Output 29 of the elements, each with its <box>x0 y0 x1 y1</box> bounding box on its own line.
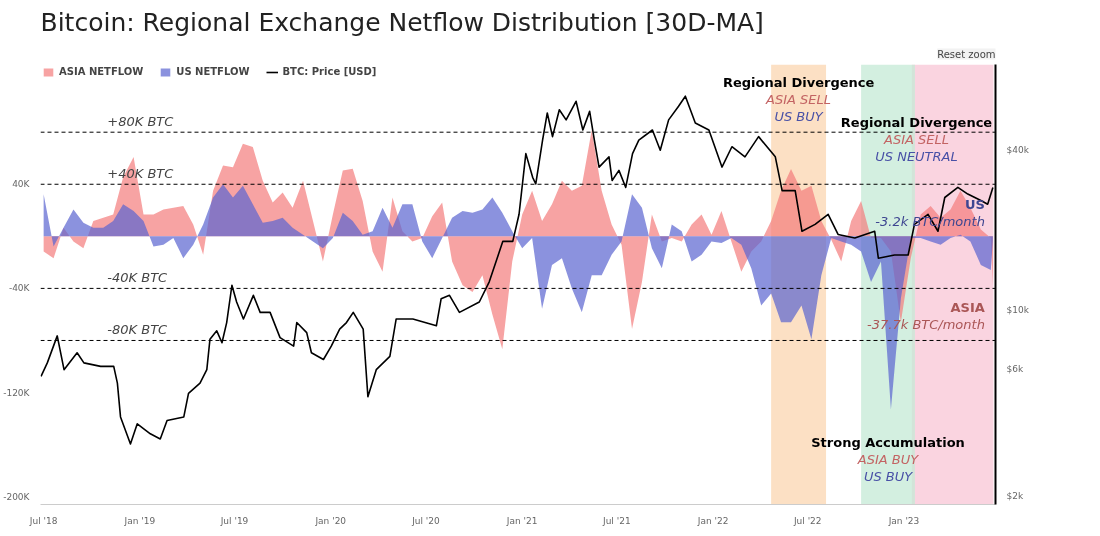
x-tick-label: Jan '23 <box>887 515 920 526</box>
y-tick-label: -200K <box>3 491 31 502</box>
x-tick-label: Jan '21 <box>505 515 538 526</box>
band-label: Regional Divergence ASIA SELL US NEUTRAL <box>840 115 993 164</box>
y-tick-label: 40K <box>12 179 31 190</box>
ref-line-label: +80K BTC <box>107 114 175 130</box>
y2-tick-label: $2k <box>1006 491 1024 502</box>
y2-tick-label: $40k <box>1006 145 1030 156</box>
text: Reset zoom <box>937 48 996 60</box>
ref-line-label: -40K BTC <box>107 270 169 286</box>
y2-tick-label: $6k <box>1006 364 1024 375</box>
x-tick-label: Jan '19 <box>123 515 156 526</box>
legend-label: ASIA NETFLOW <box>59 66 144 77</box>
ref-line-label: +40K BTC <box>107 166 175 182</box>
x-tick-label: Jul '21 <box>602 515 631 526</box>
x-tick-label: Jan '20 <box>314 515 347 526</box>
x-tick-label: Jul '18 <box>28 515 58 526</box>
x-tick-label: Jul '22 <box>792 515 822 526</box>
ref-line-label: -80K BTC <box>107 322 169 338</box>
band-label: Strong Accumulation ASIA BUY US BUY <box>811 435 965 484</box>
y2-tick-label: $10k <box>1006 305 1030 316</box>
y-tick-label: -40K <box>8 283 31 294</box>
x-tick-label: Jan '22 <box>696 515 729 526</box>
legend-label: US NETFLOW <box>176 66 250 77</box>
y-tick-label: -120K <box>3 387 31 398</box>
legend-label: BTC: Price [USD] <box>282 66 377 77</box>
x-tick-label: Jul '20 <box>411 515 441 526</box>
chart-title: Bitcoin: Regional Exchange Netflow Distribution [30D-MA] <box>40 7 764 37</box>
x-tick-label: Jul '19 <box>219 515 249 526</box>
